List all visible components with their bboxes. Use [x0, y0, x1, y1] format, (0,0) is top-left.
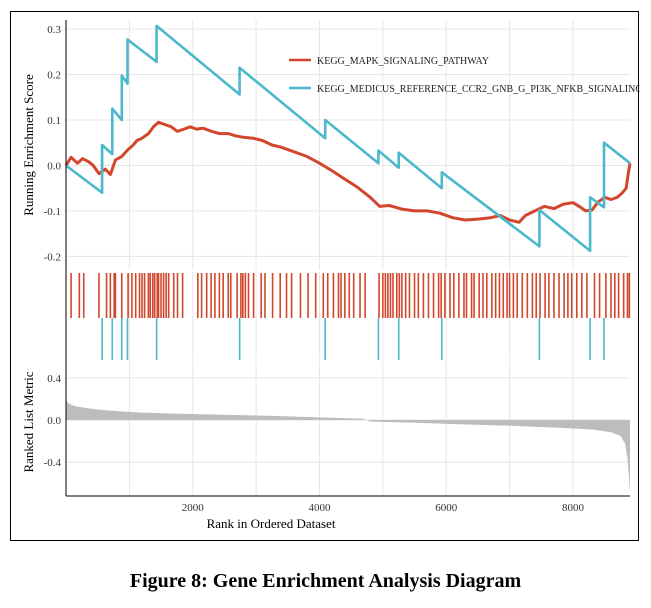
- es-line-ccr2: [65, 24, 631, 253]
- x-axis-label: Rank in Ordered Dataset: [207, 516, 336, 531]
- y-tick-label-top: 0.1: [47, 115, 61, 127]
- x-tick-label: 2000: [182, 502, 205, 514]
- y-tick-label-bottom: -0.4: [44, 457, 62, 469]
- y-tick-label-top: 0.2: [47, 70, 61, 82]
- axes: [65, 20, 630, 497]
- y-tick-label-top: 0.3: [47, 24, 61, 36]
- figure-caption: Figure 8: Gene Enrichment Analysis Diagr…: [129, 570, 522, 592]
- es-line-mapk: [64, 120, 632, 224]
- ranked-metric-fill: [66, 398, 630, 494]
- x-tick-label: 8000: [562, 502, 585, 514]
- hit-marks: [70, 273, 631, 360]
- ticks: 2000 4000 6000 8000 -0.2 -0.1 0.0 0.1 0.2 0.3 0.4 0…: [44, 24, 585, 514]
- legend: KEGG_MAPK_SIGNALING_PATHWAY KEGG_MEDICUS…: [289, 56, 640, 95]
- x-tick-label: 6000: [435, 502, 458, 514]
- y-tick-label-top: -0.1: [44, 206, 61, 218]
- y-tick-label-bottom: 0.0: [47, 415, 61, 427]
- y-tick-label-top: 0.0: [47, 160, 61, 172]
- y-axis-label-bottom: Ranked List Metric: [21, 371, 36, 472]
- y-tick-label-top: -0.2: [44, 251, 61, 263]
- y-axis-label-top: Running Enrichment Score: [21, 74, 36, 216]
- y-tick-label-bottom: 0.4: [47, 373, 61, 385]
- x-tick-label: 4000: [308, 502, 331, 514]
- legend-label-ccr2: KEGG_MEDICUS_REFERENCE_CCR2_GNB_G_PI3K_N…: [317, 84, 640, 95]
- gsea-chart: 2000 4000 6000 8000 -0.2 -0.1 0.0 0.1 0.2 0.3 0.4 0…: [21, 20, 640, 531]
- legend-label-mapk: KEGG_MAPK_SIGNALING_PATHWAY: [317, 56, 489, 67]
- figure-frame: 2000 4000 6000 8000 -0.2 -0.1 0.0 0.1 0.2 0.3 0.4 0…: [10, 11, 640, 541]
- ranked-metric-area: [66, 398, 630, 494]
- grid-layer: [66, 20, 630, 496]
- enrichment-lines: [64, 24, 632, 253]
